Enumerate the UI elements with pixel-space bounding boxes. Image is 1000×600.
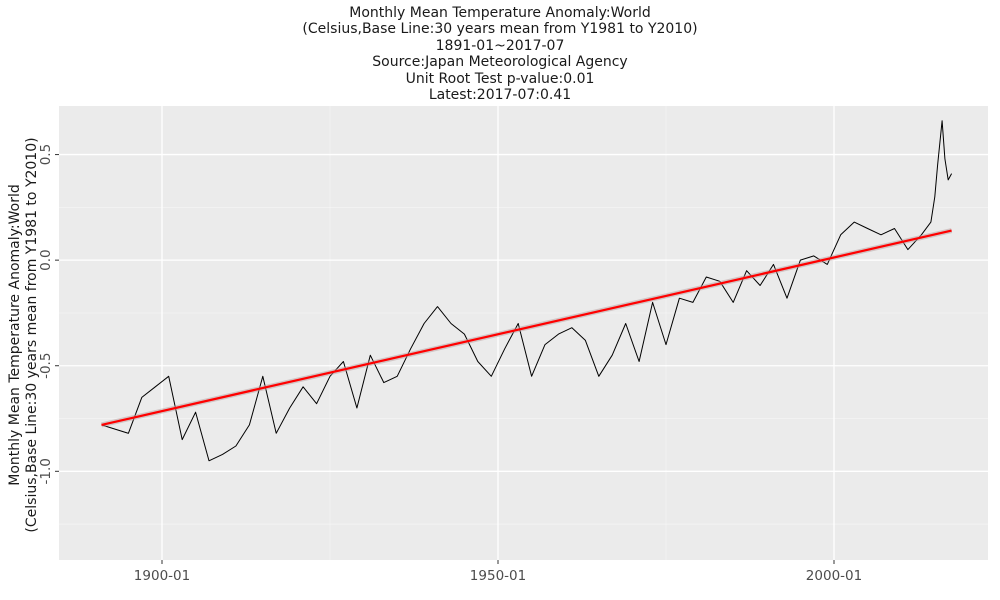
x-tick-label: 1950-01: [470, 568, 526, 584]
plot-panel: [59, 106, 988, 560]
title-line-5: Unit Root Test p-value:0.01: [405, 70, 595, 87]
y-axis-title: Monthly Mean Temperature Anomaly:World (…: [7, 137, 40, 532]
y-tick-label: 0.5: [38, 144, 54, 165]
axis-ticks: -1.0 -0.5 0.0 0.5 1900-01 1950-01 2000-01: [38, 144, 862, 584]
y-axis-title-line-1: Monthly Mean Temperature Anomaly:World: [7, 184, 23, 485]
trend-line: [101, 229, 952, 426]
temperature-anomaly-line: [101, 120, 953, 462]
title-line-2: (Celsius,Base Line:30 years mean from Y1…: [302, 21, 698, 38]
series-layer: [100, 120, 953, 462]
title-line-6: Latest:2017-07:0.41: [428, 87, 572, 104]
chart-title: Monthly Mean Temperature Anomaly:World (…: [0, 5, 1000, 103]
y-tick-label: -0.5: [38, 353, 54, 379]
y-axis-title-line-2: (Celsius,Base Line:30 years mean from Y1…: [24, 137, 40, 532]
title-line-4: Source:Japan Meteorological Agency: [372, 54, 628, 71]
y-tick-label: 0.0: [38, 249, 54, 270]
title-line-3: 1891-01~2017-07: [435, 37, 565, 54]
title-line-1: Monthly Mean Temperature Anomaly:World: [349, 5, 651, 21]
x-tick-label: 1900-01: [134, 568, 190, 584]
y-tick-label: -1.0: [38, 458, 54, 484]
x-tick-label: 2000-01: [806, 568, 862, 584]
grid-lines: [59, 106, 988, 560]
